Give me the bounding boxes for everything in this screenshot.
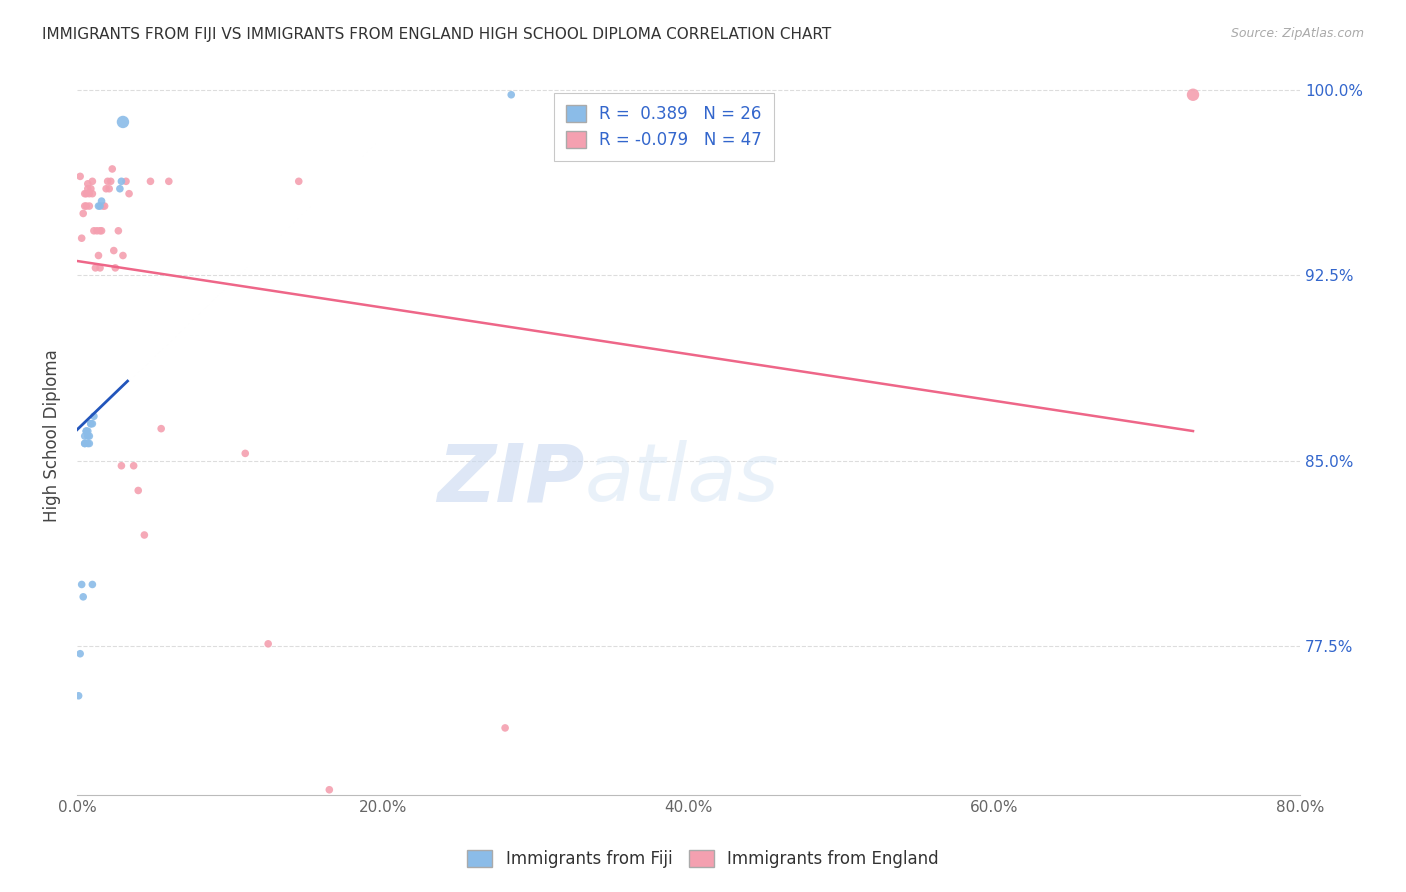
Point [73,199,96,213]
Point [82,577,104,591]
Point [80,182,103,196]
Point [75,424,97,438]
Text: ZIP: ZIP [437,440,585,518]
Point [104,260,127,275]
Y-axis label: High School Diploma: High School Diploma [44,350,60,523]
Text: Source: ZipAtlas.com: Source: ZipAtlas.com [1230,27,1364,40]
Point [73,436,96,450]
Point [115,174,138,188]
Point [72,590,94,604]
Point [75,199,97,213]
Point [501,87,523,102]
Point [93,199,115,213]
Point [107,224,129,238]
Point [76,429,98,443]
Point [79,429,101,443]
Text: IMMIGRANTS FROM FIJI VS IMMIGRANTS FROM ENGLAND HIGH SCHOOL DIPLOMA CORRELATION : IMMIGRANTS FROM FIJI VS IMMIGRANTS FROM … [42,27,831,42]
Point [72,206,94,220]
Point [76,436,98,450]
Point [110,174,132,188]
Point [127,483,149,498]
Point [110,458,132,473]
Point [150,422,173,436]
Point [157,174,180,188]
Point [80,417,103,431]
Point [69,169,91,184]
Point [122,458,145,473]
Point [89,199,111,213]
Point [89,260,111,275]
Point [103,244,125,258]
Point [87,199,110,213]
Point [97,174,120,188]
Point [89,224,111,238]
Point [76,424,98,438]
Point [134,528,156,542]
Point [83,409,105,424]
Point [76,177,98,191]
Point [101,161,124,176]
Point [318,782,340,797]
Point [70,577,93,591]
Point [90,224,112,238]
Point [79,186,101,201]
Point [118,186,141,201]
Point [287,174,309,188]
Point [108,182,131,196]
Point [111,115,134,129]
Point [1182,87,1205,102]
Point [73,436,96,450]
Point [91,199,114,213]
Point [73,429,96,443]
Point [233,446,256,460]
Point [82,186,104,201]
Point [139,174,162,188]
Point [83,224,105,238]
Point [100,174,122,188]
Point [79,199,101,213]
Point [111,248,134,262]
Legend: R =  0.389   N = 26, R = -0.079   N = 47: R = 0.389 N = 26, R = -0.079 N = 47 [554,93,773,161]
Point [87,248,110,262]
Point [494,721,516,735]
Point [80,417,103,431]
Text: atlas: atlas [585,440,779,518]
Point [82,417,104,431]
Legend: Immigrants from Fiji, Immigrants from England: Immigrants from Fiji, Immigrants from En… [461,843,945,875]
Point [76,182,98,196]
Point [75,186,97,201]
Point [86,224,108,238]
Point [98,182,121,196]
Point [75,424,97,438]
Point [67,689,90,703]
Point [70,231,93,245]
Point [69,647,91,661]
Point [90,194,112,208]
Point [84,260,107,275]
Point [73,186,96,201]
Point [82,174,104,188]
Point [94,182,117,196]
Point [79,436,101,450]
Point [257,637,280,651]
